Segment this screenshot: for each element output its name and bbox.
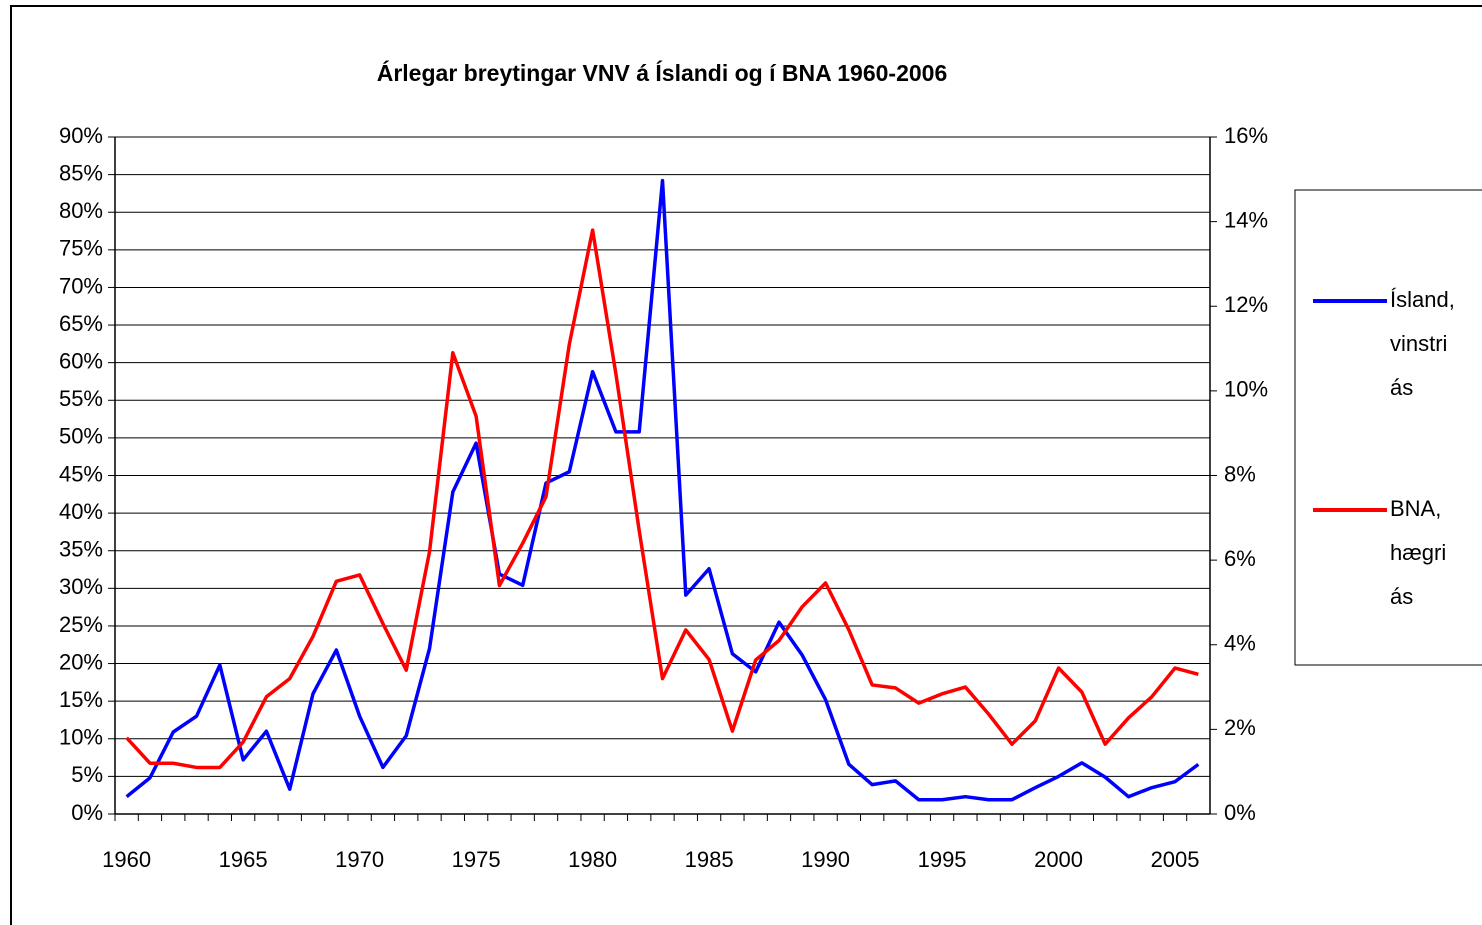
y2-tick-label: 0% <box>1224 800 1256 825</box>
series-line <box>125 228 1199 770</box>
y-tick-label: 10% <box>59 725 103 750</box>
y-tick-label: 55% <box>59 386 103 411</box>
y2-tick-label: 14% <box>1224 207 1268 232</box>
y2-tick-label: 10% <box>1224 377 1268 402</box>
y2-tick-label: 16% <box>1224 123 1268 148</box>
legend-box <box>1294 189 1482 666</box>
y-tick-label: 35% <box>59 537 103 562</box>
x-tick-label: 1985 <box>685 847 734 872</box>
x-tick-label: 1995 <box>918 847 967 872</box>
y-tick-label: 15% <box>59 687 103 712</box>
y2-tick-label: 2% <box>1224 715 1256 740</box>
chart-title: Árlegar breytingar VNV á Íslandi og í BN… <box>377 59 948 86</box>
series-line <box>125 178 1200 802</box>
y2-tick-label: 8% <box>1224 461 1256 486</box>
x-tick-label: 1980 <box>568 847 617 872</box>
y-tick-label: 80% <box>59 198 103 223</box>
y-tick-label: 5% <box>71 762 103 787</box>
y-tick-label: 45% <box>59 461 103 486</box>
legend-label: Ísland, vinstri ás <box>1390 287 1455 400</box>
y-tick-label: 20% <box>59 649 103 674</box>
x-tick-label: 1965 <box>219 847 268 872</box>
y-tick-label: 60% <box>59 348 103 373</box>
y-tick-label: 75% <box>59 236 103 261</box>
y-tick-label: 0% <box>71 800 103 825</box>
y-tick-label: 25% <box>59 612 103 637</box>
x-tick-label: 2000 <box>1034 847 1083 872</box>
y-tick-label: 30% <box>59 574 103 599</box>
y-tick-label: 40% <box>59 499 103 524</box>
y2-tick-label: 12% <box>1224 292 1268 317</box>
y-tick-label: 50% <box>59 424 103 449</box>
y-tick-label: 65% <box>59 311 103 336</box>
y2-tick-label: 4% <box>1224 631 1256 656</box>
y-tick-label: 85% <box>59 160 103 185</box>
y-tick-label: 90% <box>59 123 103 148</box>
y2-tick-label: 6% <box>1224 546 1256 571</box>
x-tick-label: 1975 <box>452 847 501 872</box>
x-tick-label: 1990 <box>801 847 850 872</box>
y-tick-label: 70% <box>59 273 103 298</box>
legend-label: BNA, hægri ás <box>1390 496 1446 609</box>
x-tick-label: 2005 <box>1151 847 1200 872</box>
x-tick-label: 1960 <box>102 847 151 872</box>
x-tick-label: 1970 <box>335 847 384 872</box>
